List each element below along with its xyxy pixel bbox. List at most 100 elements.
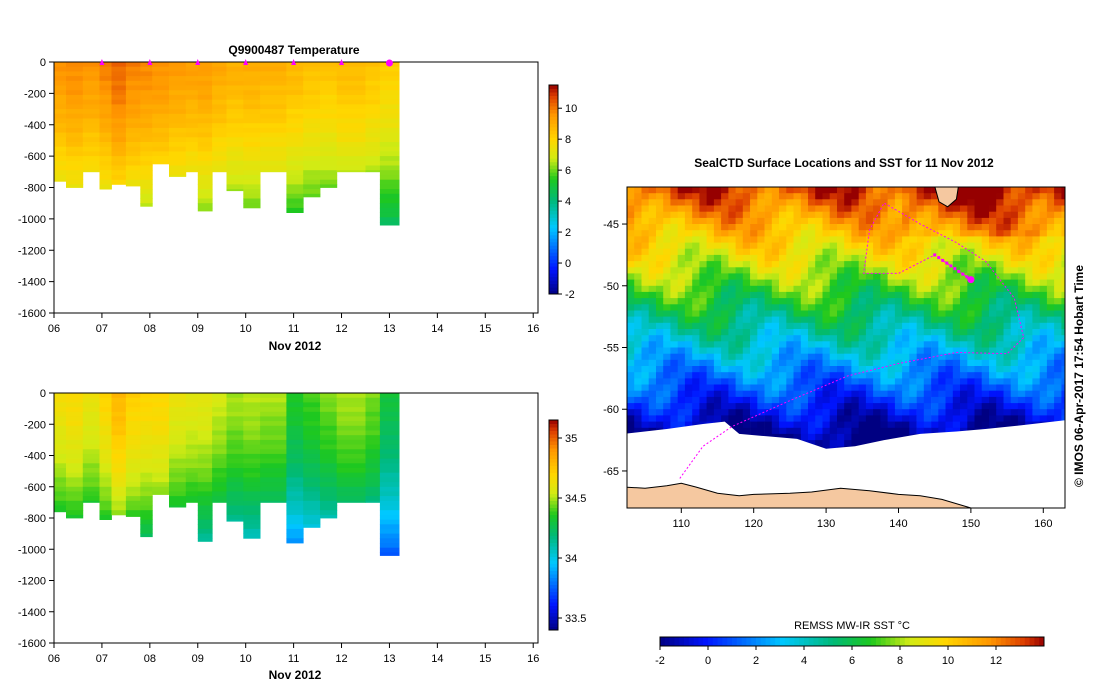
- section-cell: [54, 132, 67, 138]
- section-cell: [99, 393, 112, 399]
- sst-cell: [1046, 396, 1055, 404]
- sst-cell: [1054, 285, 1062, 293]
- sst-cell: [894, 224, 903, 231]
- sst-cell: [851, 335, 859, 342]
- sst-cell: [1017, 187, 1026, 194]
- section-cell: [185, 500, 199, 503]
- sst-cell: [829, 347, 838, 355]
- colorbar-swatch: [722, 637, 728, 646]
- sst-cell: [757, 329, 765, 336]
- section-cell: [99, 444, 112, 450]
- section-cell: [169, 421, 187, 427]
- section-cell: [286, 425, 304, 431]
- sst-cell: [1003, 359, 1012, 367]
- sst-cell: [909, 273, 917, 280]
- sst-cell: [634, 236, 642, 243]
- section-cell: [66, 505, 84, 511]
- sst-cell: [656, 261, 664, 268]
- section-cell: [185, 62, 199, 68]
- section-cell: [99, 505, 112, 511]
- sst-cell: [1003, 193, 1012, 200]
- sst-cell: [909, 298, 917, 305]
- sst-cell: [677, 329, 686, 336]
- sst-cell: [706, 316, 715, 324]
- section-cell: [243, 179, 261, 185]
- section-cell: [125, 407, 141, 413]
- section-cell: [365, 477, 381, 483]
- section-cell: [185, 496, 199, 502]
- sst-cell: [851, 384, 859, 392]
- section-cell: [303, 71, 321, 77]
- colorbar-swatch: [660, 637, 666, 646]
- sst-cell: [858, 304, 867, 311]
- sst-cell: [865, 199, 874, 206]
- section-cell: [197, 482, 213, 488]
- sst-cell: [1032, 248, 1040, 256]
- sst-cell: [656, 322, 664, 330]
- sst-cell: [735, 217, 744, 225]
- section-cell: [111, 402, 127, 408]
- section-cell: [82, 170, 100, 173]
- section-cell: [66, 496, 84, 502]
- section-cell: [66, 170, 84, 176]
- section-cell: [169, 62, 187, 68]
- sst-cell: [699, 322, 707, 330]
- section-cell: [140, 118, 153, 124]
- sst-cell: [952, 372, 961, 379]
- sst-cell: [829, 298, 838, 305]
- section-cell: [226, 477, 244, 483]
- section-cell: [140, 151, 153, 157]
- sst-cell: [822, 378, 831, 385]
- colorbar-swatch: [981, 637, 987, 646]
- sst-cell: [728, 304, 736, 311]
- sst-cell: [822, 279, 831, 287]
- sst-cell: [1061, 187, 1065, 194]
- sst-cell: [634, 187, 642, 194]
- section-cell: [99, 76, 112, 82]
- colorbar-swatch: [1005, 637, 1011, 646]
- sst-cell: [909, 427, 917, 435]
- sst-cell: [851, 359, 859, 367]
- sst-cell: [931, 372, 939, 379]
- sst-cell: [822, 415, 831, 422]
- section-cell: [212, 430, 227, 436]
- sst-cell: [960, 242, 968, 250]
- sst-cell: [634, 230, 642, 237]
- sst-cell: [880, 193, 888, 200]
- sst-cell: [902, 396, 910, 404]
- section-cell: [320, 66, 338, 72]
- section-cell: [243, 146, 261, 152]
- sst-cell: [1032, 372, 1040, 379]
- section-cell: [197, 393, 213, 399]
- sst-cell: [974, 415, 983, 422]
- section-cell: [140, 184, 153, 190]
- section-cell: [140, 179, 153, 185]
- sst-cell: [996, 205, 1004, 213]
- sst-cell: [663, 193, 671, 200]
- sst-cell: [974, 316, 983, 324]
- sst-cell: [844, 329, 852, 336]
- sst-cell: [706, 304, 715, 311]
- colorbar-swatch: [1034, 637, 1040, 646]
- sst-cell: [829, 211, 838, 219]
- section-cell: [99, 127, 112, 133]
- sst-cell: [902, 359, 910, 367]
- sst-cell: [750, 409, 758, 416]
- sst-cell: [967, 199, 975, 206]
- sst-cell: [822, 347, 831, 355]
- section-cell: [99, 179, 112, 185]
- sst-cell: [916, 316, 925, 324]
- sst-cell: [837, 298, 845, 305]
- sst-cell: [858, 440, 867, 447]
- sst-cell: [663, 409, 671, 416]
- sst-cell: [952, 242, 961, 250]
- section-cell: [379, 193, 400, 199]
- section-cell: [212, 402, 227, 408]
- sst-cell: [1054, 193, 1062, 200]
- section-cell: [260, 146, 287, 152]
- sst-cell: [627, 217, 635, 225]
- sst-cell: [750, 254, 758, 262]
- colorbar-swatch: [549, 255, 558, 260]
- section-cell: [226, 80, 244, 86]
- section-cell: [379, 449, 400, 455]
